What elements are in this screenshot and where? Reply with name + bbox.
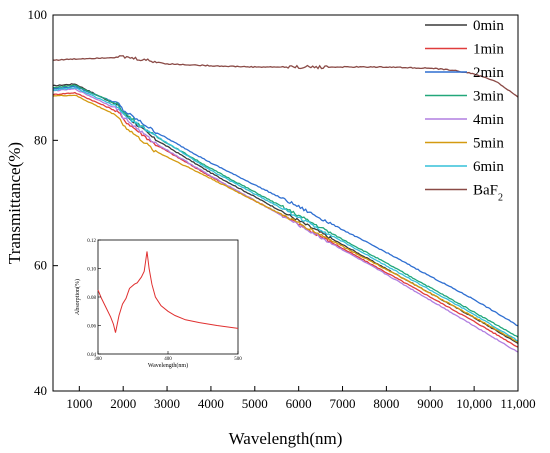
x-axis-label: Wavelength(nm) [229, 429, 343, 448]
x-tick-label: 5000 [242, 396, 268, 411]
legend-label-5min: 5min [473, 136, 504, 152]
inset-y-axis-label: Absorption(%) [74, 279, 81, 315]
x-tick-label: 8000 [373, 396, 399, 411]
x-tick-label: 10,000 [456, 396, 492, 411]
y-tick-label: 60 [34, 258, 47, 273]
inset-y-tick-label: 0.04 [87, 353, 96, 358]
x-tick-label: 1000 [66, 396, 92, 411]
inset-x-axis-label: Wavelength(nm) [148, 362, 188, 369]
inset-x-tick-label: 400 [164, 357, 172, 362]
series-line-3min [52, 84, 519, 338]
legend: 0min 1min 2min 3min 4min 5min 6min BaF2 [425, 18, 504, 203]
series-line-baf [52, 55, 519, 98]
legend-label-6min: 6min [473, 159, 504, 175]
inset-series-line [97, 251, 239, 333]
y-axis-label: Transmittance(%) [5, 142, 24, 264]
legend-label-4min: 4min [473, 112, 504, 128]
legend-label-1min: 1min [473, 42, 504, 58]
y-tick-label: 80 [34, 132, 47, 147]
x-tick-label: 9000 [417, 396, 443, 411]
x-tick-label: 3000 [154, 396, 180, 411]
x-tick-label: 11,000 [500, 396, 535, 411]
legend-label-3min: 3min [473, 89, 504, 105]
x-tick-label: 4000 [198, 396, 224, 411]
x-tick-label: 2000 [110, 396, 136, 411]
inset-x-tick-label: 300 [94, 357, 102, 362]
x-tick-label: 6000 [286, 396, 312, 411]
legend-label-0min: 0min [473, 18, 504, 34]
y-tick-label: 100 [28, 7, 48, 22]
plot-frame [52, 14, 519, 392]
inset-y-tick-label: 0.08 [87, 296, 96, 301]
series-line-4min [52, 87, 519, 353]
inset-chart: 300 400 500 0.04 0.06 0.08 0.10 0.12 Wavelength(… [74, 239, 242, 369]
y-tick-label: 40 [34, 383, 47, 398]
series-line-2min [52, 85, 519, 327]
series-line-5min [52, 94, 519, 343]
x-tick-label: 7000 [330, 396, 356, 411]
legend-label-baf: BaF2 [473, 183, 503, 204]
series-line-6min [52, 86, 519, 342]
legend-label-2min: 2min [473, 65, 504, 81]
inset-frame [97, 239, 239, 355]
inset-x-tick-label: 500 [234, 357, 242, 362]
inset-y-tick-label: 0.12 [87, 239, 96, 244]
inset-y-tick-label: 0.06 [87, 325, 96, 330]
series-lines [52, 55, 519, 353]
inset-y-tick-label: 0.10 [87, 268, 96, 273]
